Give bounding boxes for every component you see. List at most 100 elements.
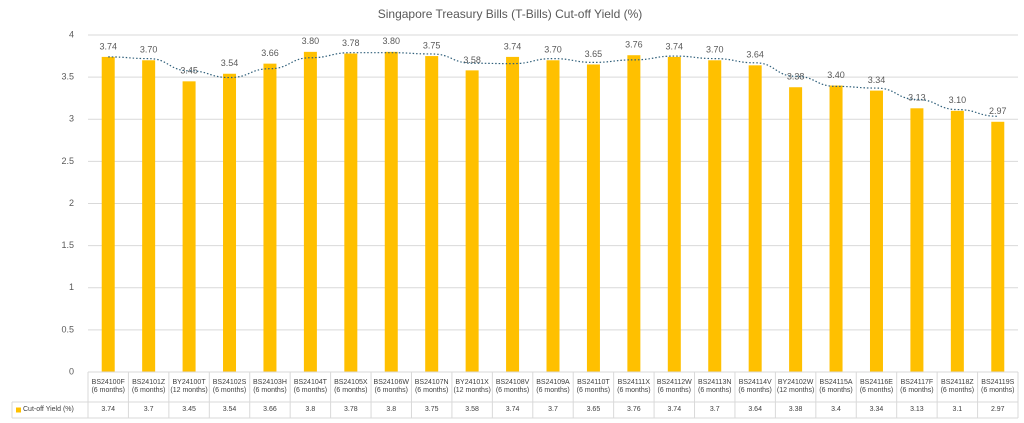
bar [142,60,156,373]
value-cell: 3.74 [667,406,682,413]
bar [667,56,681,372]
data-label: 3.70 [544,45,562,55]
category-cell: BS24109A (6 months) [536,379,570,394]
bar [303,51,317,372]
value-cell: 3.76 [627,406,641,413]
data-label: 3.10 [949,95,967,105]
data-label: 3.70 [706,45,724,55]
value-cell: 3.7 [548,406,558,413]
bar [263,63,277,373]
legend-swatch [16,407,21,413]
data-label: 3.70 [140,45,158,55]
category-cell: BS24110T (6 months) [576,379,611,394]
value-cell: 3.74 [101,406,116,413]
bar [344,53,358,372]
value-cell: 3.54 [222,406,237,413]
data-label: 3.13 [908,93,926,103]
category-cell: BS24111X (6 months) [617,379,651,394]
category-cell: BS24117F (6 months) [900,379,934,394]
bar [425,56,439,372]
category-cell: BS24100F (6 months) [91,379,125,394]
bar [506,56,520,372]
category-cell: BY24101X (12 months) [453,379,491,394]
value-cell: 3.4 [831,406,841,413]
y-tick-label: 3 [69,114,74,124]
value-cell: 3.38 [788,406,803,413]
value-cell: 3.45 [182,406,196,413]
data-label: 3.76 [625,40,643,50]
category-cell: BS24102S (6 months) [212,379,247,394]
category-cell: BS24103H (6 months) [253,379,287,394]
data-label: 3.74 [504,41,522,51]
bar [627,55,641,372]
bar [789,87,803,373]
y-tick-label: 4 [69,29,74,39]
category-cell: BS24105X (6 months) [334,379,368,394]
value-cell: 3.66 [263,406,277,413]
data-label: 3.58 [463,55,481,65]
value-cell: 3.78 [343,406,358,413]
data-label: 3.66 [261,48,279,58]
y-tick-label: 1.5 [61,240,74,250]
bar [869,90,883,372]
data-label: 3.80 [302,36,320,46]
category-cell: BS24104T (6 months) [293,379,328,394]
category-cell: BS24101Z (6 months) [131,379,166,394]
y-tick-label: 3.5 [61,72,74,82]
value-cell: 3.58 [465,406,479,413]
bar [546,60,560,373]
bar [101,56,115,372]
category-cell: BS24118Z (6 months) [940,379,975,394]
bar [950,110,964,372]
data-label: 3.34 [868,75,886,85]
y-tick-label: 1 [69,282,74,292]
data-label: 3.40 [827,70,845,80]
value-cell: 3.65 [586,406,601,413]
value-cell: 3.7 [143,406,154,413]
data-label: 3.65 [585,49,603,59]
legend-label: Cut-off Yield (%) [23,406,74,413]
y-tick-label: 2.5 [61,156,74,166]
value-cell: 3.8 [305,406,316,413]
value-cell: 3.7 [709,406,720,413]
bar [991,121,1005,372]
y-tick-label: 0 [69,366,74,376]
value-cell: 3.75 [424,406,439,413]
data-label: 3.54 [221,58,239,68]
bar [465,70,479,372]
data-label: 3.64 [746,50,764,60]
value-cell: 3.8 [386,406,397,413]
data-label: 3.45 [180,66,198,76]
value-cell: 3.13 [910,406,924,413]
chart-title: Singapore Treasury Bills (T-Bills) Cut-o… [378,7,643,21]
data-label: 3.75 [423,40,441,50]
category-cell: BS24112W (6 months) [656,379,692,394]
category-cell: BS24115A (6 months) [819,379,853,394]
value-cell: 3.74 [505,406,520,413]
y-tick-label: 2 [69,198,74,208]
data-label: 3.80 [382,36,400,46]
category-cell: BS24114V (6 months) [738,379,772,394]
bar [748,65,762,372]
value-cell: 2.97 [990,406,1005,413]
bar [829,85,843,373]
category-cell: BY24100T (12 months) [170,379,208,394]
value-cell: 3.1 [952,406,963,413]
bar [910,108,924,373]
data-label: 2.97 [989,106,1007,116]
bar [223,73,237,372]
value-cell: 3.64 [748,406,762,413]
data-label: 3.78 [342,38,360,48]
category-cell: BS24108V (6 months) [495,379,530,394]
data-label: 3.74 [666,41,684,51]
bar [182,81,196,373]
category-cell: BY24102W (12 months) [776,379,815,394]
category-cell: BS24113N (6 months) [697,379,732,394]
category-cell: BS24119S (6 months) [981,379,1015,394]
bar [586,64,600,373]
bar [708,60,722,373]
value-cell: 3.34 [869,406,884,413]
y-tick-label: 0.5 [61,324,74,334]
